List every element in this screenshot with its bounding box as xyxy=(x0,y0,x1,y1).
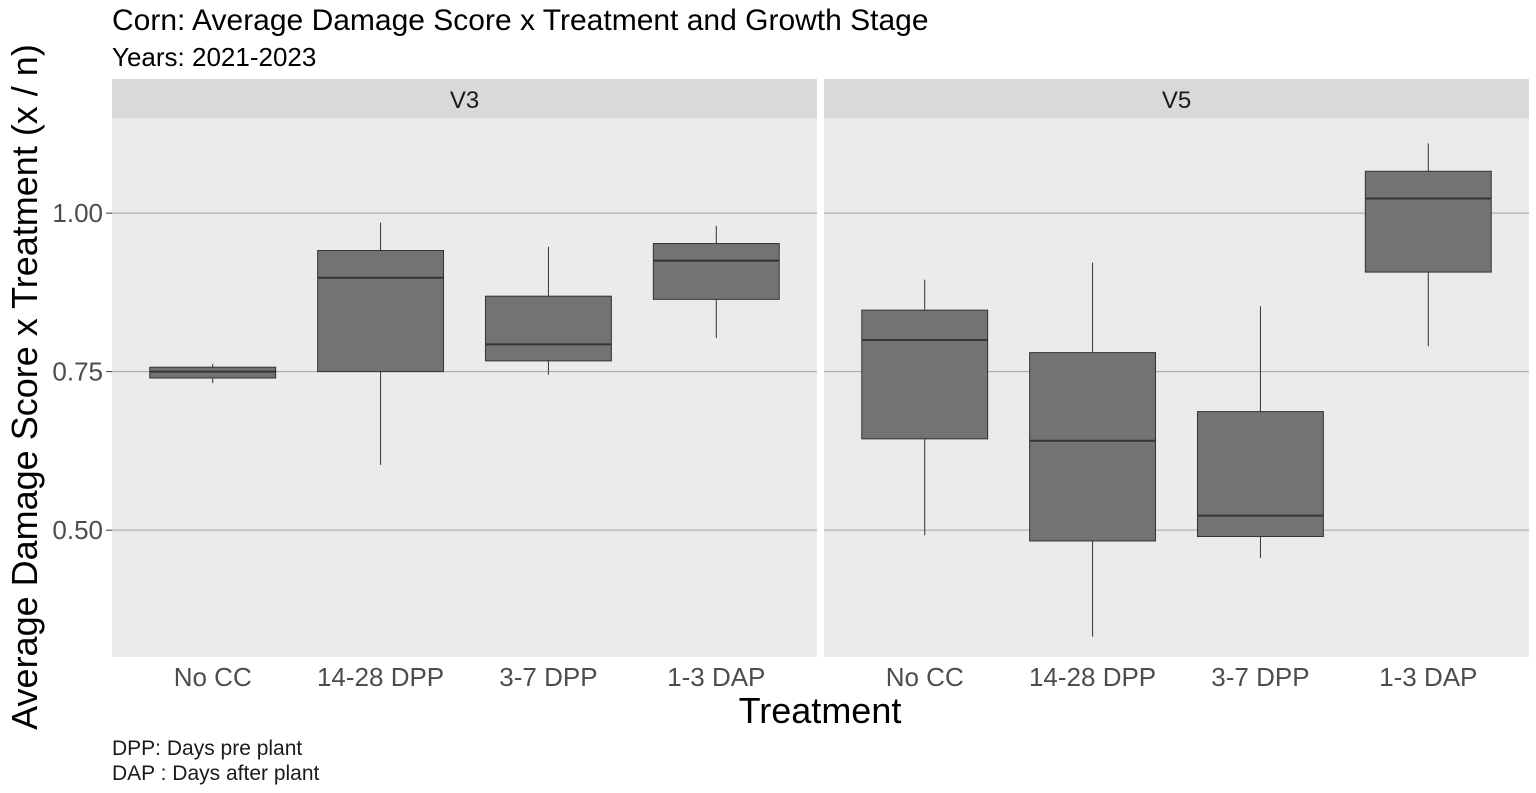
caption-line-1: DPP: Days pre plant xyxy=(112,737,303,760)
x-tick-label: 14-28 DPP xyxy=(317,662,444,692)
box-v5-0 xyxy=(861,279,989,536)
iqr-box xyxy=(1029,352,1157,542)
facet-strip-label: V3 xyxy=(450,87,479,114)
caption-line-2: DAP : Days after plant xyxy=(112,762,320,785)
x-tick-label: 1-3 DAP xyxy=(1379,662,1477,692)
facet-strip-label: V5 xyxy=(1162,87,1191,114)
box-v3-3 xyxy=(652,225,780,339)
x-tick-label: 3-7 DPP xyxy=(499,662,597,692)
x-axis-title: Treatment xyxy=(739,690,902,731)
iqr-box xyxy=(1196,411,1324,538)
chart-subtitle: Years: 2021-2023 xyxy=(112,42,317,72)
y-tick-label: 0.50 xyxy=(52,515,103,545)
y-tick-label: 1.00 xyxy=(52,198,103,228)
facet-strip xyxy=(824,79,1529,118)
iqr-box xyxy=(1364,170,1492,273)
box-v3-0 xyxy=(149,364,277,384)
iqr-box xyxy=(861,309,989,440)
x-tick-label: 3-7 DPP xyxy=(1211,662,1309,692)
x-tick-label: 14-28 DPP xyxy=(1029,662,1156,692)
x-tick-label: No CC xyxy=(886,662,964,692)
y-tick-label: 0.75 xyxy=(52,357,103,387)
facet-panel-v3: V3 No CC 14-28 DPP 3-7 DPP 1-3 DAP xyxy=(112,79,817,692)
x-tick-label: 1-3 DAP xyxy=(667,662,765,692)
iqr-box xyxy=(317,250,445,373)
chart-title: Corn: Average Damage Score x Treatment a… xyxy=(112,4,929,37)
y-axis-title: Average Damage Score x Treatment (x / n) xyxy=(4,44,45,730)
box-v5-3 xyxy=(1364,143,1492,347)
facet-panel-v5: V5 No CC 14-28 DPP 3-7 DPP 1-3 DAP xyxy=(824,79,1529,692)
facet-strip xyxy=(112,79,817,118)
x-tick-label: No CC xyxy=(174,662,252,692)
box-v5-1 xyxy=(1029,262,1157,637)
iqr-box xyxy=(484,295,612,362)
iqr-box xyxy=(652,243,780,300)
box-v3-1 xyxy=(317,222,445,465)
box-v5-2 xyxy=(1196,306,1324,559)
panel-background xyxy=(112,118,817,657)
box-v3-2 xyxy=(484,246,612,375)
